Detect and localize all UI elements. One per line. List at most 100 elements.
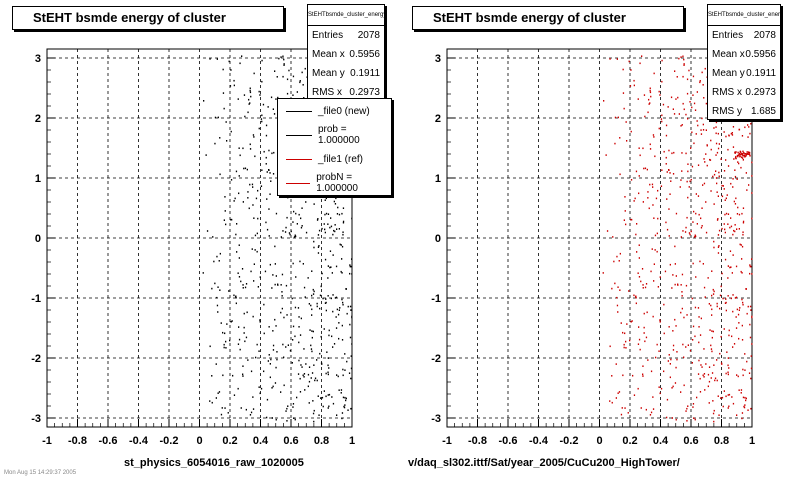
data-point [328,393,331,396]
data-point [738,154,740,156]
data-point [316,302,318,305]
data-point [344,396,346,399]
data-point [741,258,743,260]
data-point [349,305,352,308]
data-point [258,386,260,388]
data-point [668,208,670,210]
data-point [230,179,233,181]
data-point [347,305,349,308]
data-point [718,143,720,145]
data-point [670,180,672,182]
data-point [663,370,665,373]
data-point [625,223,627,226]
data-point [609,400,611,402]
data-point [672,330,674,332]
data-point [286,407,288,410]
data-point [275,366,277,369]
left-stats-header: StEHTbsmde_cluster_energy [308,5,384,26]
data-point [717,234,720,236]
data-point [751,217,753,220]
data-point [275,275,277,277]
data-point [663,332,665,335]
y-tick-label: -2 [431,353,441,365]
data-point [327,373,329,376]
data-point [734,175,737,178]
data-point [680,391,682,393]
right-stats-row-entries: Entries 2078 [712,30,776,41]
data-point [749,272,751,275]
data-point [288,69,290,72]
data-point [744,126,746,129]
data-point [730,297,732,300]
data-point [686,420,688,422]
data-point [743,406,746,409]
data-point [700,226,703,229]
data-point [656,250,658,253]
data-point [623,343,625,346]
data-point [716,151,719,154]
data-point [256,343,258,346]
data-point [730,225,733,228]
data-point [707,385,709,388]
data-point [666,228,669,231]
data-point [671,152,673,155]
data-point [606,230,609,232]
data-point [286,78,289,81]
data-point [224,407,226,409]
data-point [703,373,706,375]
data-point [708,366,711,368]
data-point [702,123,704,126]
data-point [658,90,660,93]
data-point [725,395,727,398]
data-point [682,230,684,232]
data-point [747,409,749,411]
data-point [316,219,319,221]
data-point [694,234,696,237]
data-point [345,288,347,290]
data-point [747,136,749,138]
data-point [332,310,334,313]
data-point [744,353,746,355]
data-point [281,307,283,310]
data-point [716,191,718,193]
data-point [628,60,630,63]
data-point [697,124,699,127]
data-point [717,147,720,150]
data-point [740,270,742,273]
data-point [729,226,731,229]
data-point [736,213,739,215]
data-point [335,327,338,329]
data-point [676,358,678,361]
data-point [235,233,237,236]
data-point [209,400,211,402]
data-point [695,193,697,195]
data-point [643,94,646,96]
data-point [284,231,287,233]
data-point [272,330,274,332]
data-point [746,312,748,315]
data-point [704,67,706,70]
data-point [711,336,713,339]
data-point [243,94,246,96]
data-point [308,303,310,305]
data-point [692,339,694,341]
data-point [727,407,729,409]
data-point [312,400,314,402]
data-point [332,402,335,405]
data-point [711,350,713,353]
data-point [666,398,669,401]
data-point [223,107,225,110]
data-point [749,155,751,157]
data-point [687,170,689,173]
data-point [300,317,302,320]
data-point [741,156,743,159]
data-point [285,226,287,229]
data-point [219,173,221,176]
data-point [330,225,333,228]
data-point [249,102,251,104]
data-point [328,329,330,332]
data-point [222,92,225,94]
data-point [687,196,689,199]
x-tick-label: 1 [749,435,755,447]
data-point [710,377,712,379]
